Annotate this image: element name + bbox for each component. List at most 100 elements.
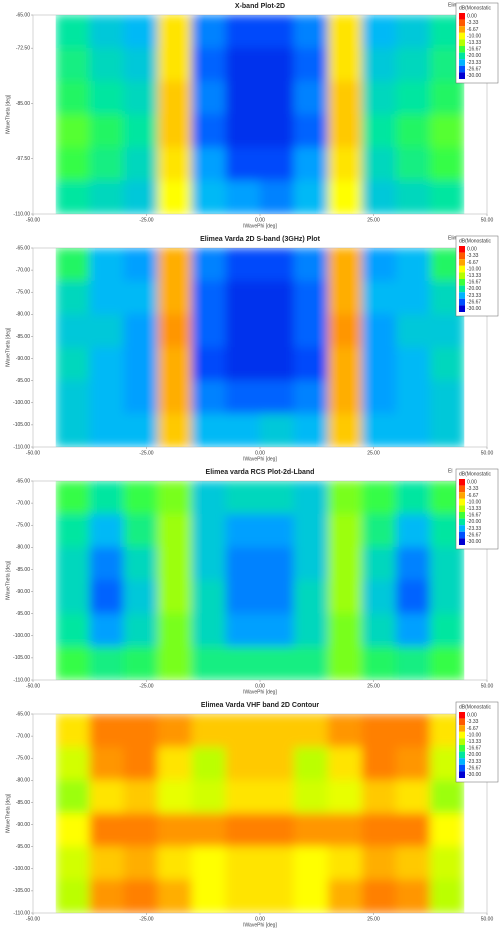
y-tick-label: -70.00 bbox=[16, 267, 30, 273]
heatmap-cell bbox=[259, 780, 295, 814]
heatmap-clip bbox=[55, 481, 465, 680]
colorbar-label: -30.00 bbox=[467, 772, 481, 778]
heatmap-cell bbox=[429, 147, 465, 182]
chart-panel: Elimea Varda VHF band 2D Contour -50.00 -2… bbox=[5, 701, 499, 928]
x-tick-label: 50.00 bbox=[481, 217, 494, 223]
heatmap-cell bbox=[327, 481, 363, 515]
heatmap-cell bbox=[361, 846, 397, 881]
heatmap-cell bbox=[293, 613, 329, 648]
heatmap-cell bbox=[429, 846, 465, 881]
heatmap-cell bbox=[157, 879, 193, 913]
heatmap-cell bbox=[55, 15, 91, 49]
heatmap bbox=[55, 714, 465, 913]
colorbar-label: -13.33 bbox=[467, 739, 481, 745]
heatmap-cell bbox=[361, 248, 397, 282]
heatmap-cell bbox=[395, 646, 431, 680]
heatmap-cell bbox=[89, 380, 125, 415]
heatmap bbox=[55, 15, 465, 214]
x-tick-label: -50.00 bbox=[26, 683, 40, 689]
heatmap-cell bbox=[157, 314, 193, 348]
heatmap-cell bbox=[123, 846, 159, 881]
colorbar-swatch bbox=[459, 65, 465, 73]
x-axis-label: IWavePhi [deg] bbox=[243, 689, 277, 695]
heatmap-cell bbox=[361, 780, 397, 814]
heatmap-cell bbox=[395, 613, 431, 648]
heatmap-cell bbox=[361, 347, 397, 381]
heatmap-cell bbox=[259, 114, 295, 148]
chart-title: X-band Plot-2D bbox=[235, 3, 285, 10]
heatmap-cell bbox=[55, 580, 91, 614]
heatmap-cell bbox=[55, 846, 91, 881]
corner-label: El bbox=[448, 468, 452, 474]
heatmap-cell bbox=[395, 780, 431, 814]
colorbar-label: -20.00 bbox=[467, 752, 481, 758]
heatmap-cell bbox=[361, 314, 397, 348]
heatmap-cell bbox=[123, 15, 159, 49]
x-tick-label: 0.00 bbox=[255, 217, 265, 223]
x-tick-label: 25.00 bbox=[367, 450, 380, 456]
heatmap-cell bbox=[55, 180, 91, 214]
colorbar-label: -10.00 bbox=[467, 499, 481, 505]
heatmap-cell bbox=[191, 513, 227, 548]
heatmap-cell bbox=[191, 147, 227, 182]
heatmap-cell bbox=[361, 280, 397, 315]
heatmap-cell bbox=[293, 280, 329, 315]
heatmap-cell bbox=[89, 47, 125, 82]
heatmap-cell bbox=[361, 646, 397, 680]
heatmap-cell bbox=[225, 248, 261, 282]
colorbar-swatch bbox=[459, 39, 465, 46]
heatmap-cell bbox=[225, 846, 261, 881]
heatmap-cell bbox=[157, 47, 193, 82]
colorbar-swatch bbox=[459, 32, 465, 40]
heatmap-cell bbox=[293, 15, 329, 49]
heatmap-cell bbox=[327, 248, 363, 282]
heatmap-cell bbox=[259, 280, 295, 315]
colorbar-label: -3.33 bbox=[467, 486, 479, 492]
heatmap-cell bbox=[361, 47, 397, 82]
heatmap-cell bbox=[293, 746, 329, 781]
colorbar-swatch bbox=[459, 531, 465, 539]
heatmap-cell bbox=[123, 481, 159, 515]
heatmap-cell bbox=[55, 314, 91, 348]
chart-title: Elimea Varda VHF band 2D Contour bbox=[201, 702, 320, 709]
heatmap-cell bbox=[225, 314, 261, 348]
x-tick-label: -50.00 bbox=[26, 217, 40, 223]
x-tick-label: -25.00 bbox=[139, 683, 153, 689]
heatmap-cell bbox=[259, 380, 295, 415]
heatmap-cell bbox=[225, 180, 261, 214]
y-tick-label: -85.00 bbox=[16, 800, 30, 806]
heatmap-cell bbox=[395, 413, 431, 447]
colorbar-swatch bbox=[459, 485, 465, 493]
heatmap-cell bbox=[395, 879, 431, 913]
heatmap-cell bbox=[89, 513, 125, 548]
heatmap-cell bbox=[191, 580, 227, 614]
heatmap-cell bbox=[89, 180, 125, 214]
legend-title: dB(Monostatic bbox=[459, 471, 491, 477]
heatmap-clip bbox=[55, 248, 465, 447]
heatmap-cell bbox=[259, 413, 295, 447]
heatmap-cell bbox=[191, 481, 227, 515]
heatmap-cell bbox=[225, 547, 261, 581]
x-tick-label: -25.00 bbox=[139, 916, 153, 922]
y-tick-label: -95.00 bbox=[16, 844, 30, 850]
heatmap-cell bbox=[293, 547, 329, 581]
heatmap-cell bbox=[327, 380, 363, 415]
heatmap-cell bbox=[395, 314, 431, 348]
y-tick-label: -90.00 bbox=[16, 589, 30, 595]
heatmap-cell bbox=[429, 380, 465, 415]
heatmap-cell bbox=[293, 879, 329, 913]
chart-title: Elimea Varda 2D S-band (3GHz) Plot bbox=[200, 236, 320, 243]
heatmap-cell bbox=[157, 81, 193, 115]
colorbar-label: -13.33 bbox=[467, 273, 481, 279]
heatmap-cell bbox=[123, 646, 159, 680]
heatmap-cell bbox=[157, 813, 193, 847]
heatmap-cell bbox=[225, 380, 261, 415]
heatmap-cell bbox=[55, 646, 91, 680]
colorbar-swatch bbox=[459, 26, 465, 33]
colorbar-swatch bbox=[459, 305, 465, 312]
y-tick-label: -105.00 bbox=[13, 888, 30, 894]
heatmap-cell bbox=[191, 380, 227, 415]
y-tick-label: -75.00 bbox=[16, 523, 30, 529]
colorbar-swatch bbox=[459, 265, 465, 273]
heatmap-cell bbox=[123, 180, 159, 214]
